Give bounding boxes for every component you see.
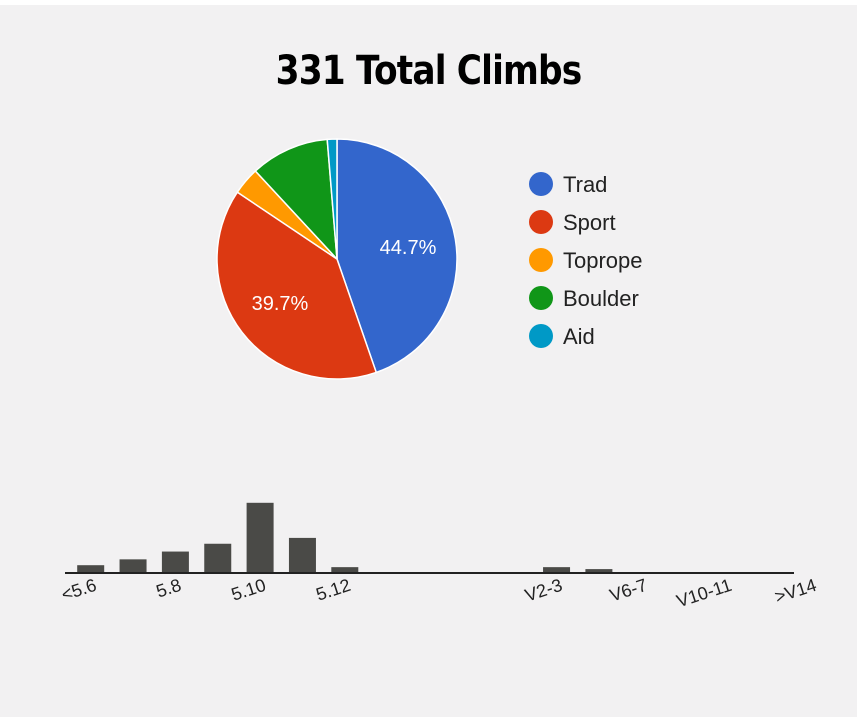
chart-panel bbox=[0, 5, 857, 717]
legend-label-trad: Trad bbox=[563, 172, 607, 197]
pie-slice-label: 44.7% bbox=[380, 237, 437, 259]
pie-slice-sport bbox=[216, 191, 378, 380]
x-tick-label: 5.12 bbox=[314, 575, 354, 605]
legend-swatch-trad bbox=[529, 172, 553, 196]
bar bbox=[119, 559, 147, 573]
legend-label-aid: Aid bbox=[563, 324, 595, 349]
bar bbox=[585, 569, 613, 573]
x-tick-label: <5.6 bbox=[59, 575, 99, 605]
pie-slice-trad bbox=[336, 138, 458, 374]
pie-slice-aid bbox=[326, 138, 338, 260]
legend-swatch-boulder bbox=[529, 286, 553, 310]
legend-swatch-sport bbox=[529, 210, 553, 234]
x-tick-label: V6-7 bbox=[607, 575, 649, 606]
legend-swatch-aid bbox=[529, 324, 553, 348]
bar bbox=[77, 565, 105, 573]
bar bbox=[204, 543, 232, 573]
pie-slice-label: 39.7% bbox=[252, 293, 309, 315]
bar bbox=[543, 567, 571, 573]
legend-swatch-toprope bbox=[529, 248, 553, 272]
x-tick-label: V10-11 bbox=[674, 575, 734, 612]
x-tick-label: 5.8 bbox=[154, 575, 184, 602]
legend-label-toprope: Toprope bbox=[563, 248, 643, 273]
page-title: 331 Total Climbs bbox=[275, 48, 583, 94]
x-tick-label: V2-3 bbox=[522, 575, 564, 606]
x-tick-label: >V14 bbox=[772, 575, 819, 607]
bar bbox=[288, 537, 316, 573]
pie-slice-boulder bbox=[254, 138, 338, 262]
bar bbox=[331, 567, 359, 573]
legend-label-boulder: Boulder bbox=[563, 286, 639, 311]
x-tick-label: 5.10 bbox=[229, 575, 269, 605]
bar bbox=[246, 502, 274, 573]
legend-label-sport: Sport bbox=[563, 210, 616, 235]
bar bbox=[161, 551, 189, 573]
